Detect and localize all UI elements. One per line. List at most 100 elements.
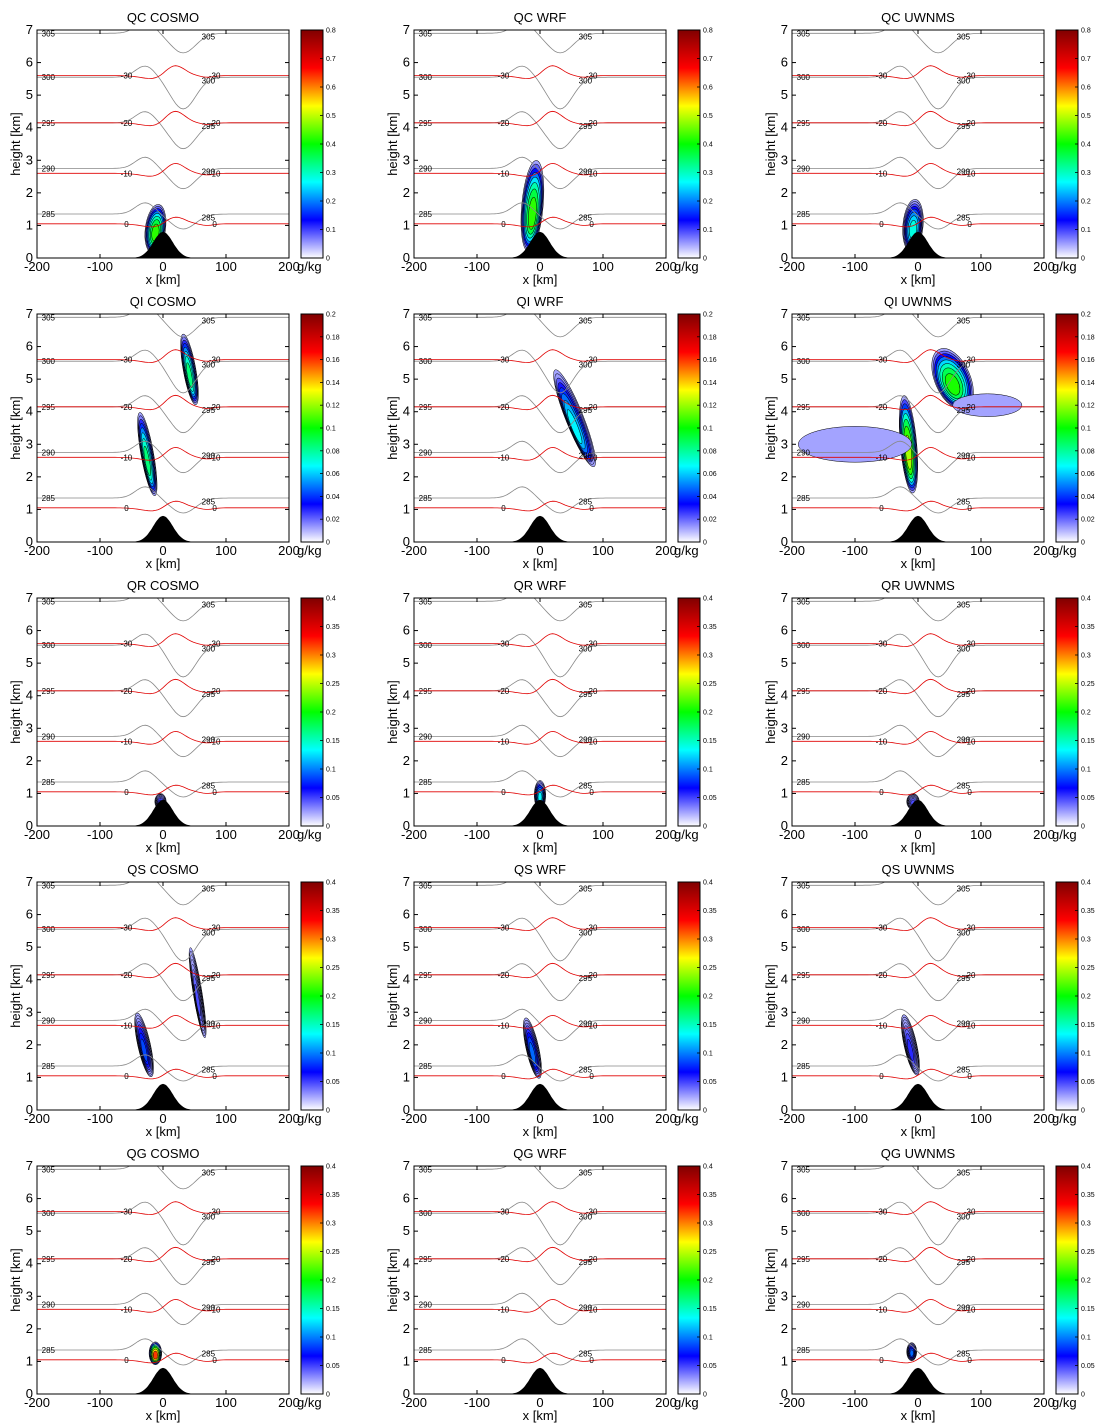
isotherm-label: -10: [121, 1021, 133, 1030]
panel-title-variable: QS: [882, 862, 901, 877]
temperature-isotherm: [792, 216, 1044, 228]
y-axis-label: height [km]: [385, 112, 400, 176]
y-tick-label: 0: [403, 250, 410, 265]
isentrope-label: 285: [42, 1346, 56, 1355]
y-tick-label: 7: [26, 874, 33, 889]
theta-isentrope: [414, 917, 666, 962]
isotherm-label: 0: [589, 220, 594, 229]
colorbar-unit: g/kg: [1052, 543, 1077, 558]
isentrope-label: 305: [957, 317, 971, 326]
panel-title: QR UWNMS: [881, 578, 955, 593]
colorbar-tick-label: 0: [1081, 1392, 1085, 1399]
isotherm-label: -10: [964, 737, 976, 746]
isentrope-label: 285: [579, 1349, 593, 1358]
isentrope-label: 300: [419, 357, 433, 366]
theta-isentrope: [414, 486, 666, 514]
isotherm-label: -10: [498, 453, 510, 462]
isotherm-label: -20: [498, 687, 510, 696]
colorbar-tick-label: 0.2: [703, 994, 713, 1001]
isentrope-label: 285: [579, 497, 593, 506]
panel-title: QC UWNMS: [881, 10, 955, 25]
theta-isentrope: [37, 349, 289, 394]
panel-title-variable: QR: [881, 578, 901, 593]
y-tick-label: 0: [26, 250, 33, 265]
isotherm-label: 0: [879, 1356, 884, 1365]
isotherm-label: -10: [876, 169, 888, 178]
panel-title-model: COSMO: [146, 862, 199, 877]
colorbar-tick-label: 0: [326, 1392, 330, 1399]
isotherm-label: -20: [498, 971, 510, 980]
isentrope-label: 305: [202, 33, 216, 42]
y-tick-label: 7: [26, 22, 33, 37]
isotherm-label: -30: [121, 1208, 133, 1217]
isotherm-label: -30: [586, 640, 598, 649]
theta-isentrope: [792, 440, 1044, 474]
colorbar-unit: g/kg: [297, 1111, 322, 1126]
colorbar-tick-label: 0.35: [703, 624, 717, 631]
panel-title-variable: QC: [127, 10, 147, 25]
x-tick-label: -100: [87, 1395, 113, 1410]
y-axis-label: height [km]: [385, 964, 400, 1028]
temperature-isotherm: [37, 349, 289, 363]
theta-isentrope: [37, 440, 289, 474]
y-axis-label: height [km]: [763, 1248, 778, 1312]
colorbar-tick-label: 0.1: [703, 227, 713, 234]
isentrope-label: 285: [202, 213, 216, 222]
x-tick-label: 200: [655, 1111, 677, 1126]
colorbar-tick-label: 0.08: [703, 448, 717, 455]
x-tick-label: -100: [464, 1395, 490, 1410]
panel-title-variable: QG: [127, 1146, 147, 1161]
isotherm-label: -30: [498, 924, 510, 933]
isentrope-label: 295: [42, 119, 56, 128]
x-tick-label: 100: [970, 259, 992, 274]
plot-area: 285 285 290 290 295 295 300 300 305 305 0 0 -10 -10 -2…: [37, 29, 289, 258]
y-tick-label: 5: [781, 87, 788, 102]
theta-isentrope: [414, 1247, 666, 1286]
x-tick-label: -200: [779, 1111, 805, 1126]
colorbar-tick-label: 0.4: [326, 596, 336, 603]
colorbar-tick-label: 0.2: [1081, 710, 1091, 717]
y-tick-label: 6: [26, 907, 33, 922]
isentrope-label: 295: [579, 690, 593, 699]
theta-isentrope: [37, 633, 289, 678]
y-tick-label: 2: [781, 185, 788, 200]
plot-area: 285 285 290 290 295 295 300 300 305 305 0 0 -10 -10 -2…: [37, 598, 289, 826]
colorbar-tick-label: 0.4: [703, 1164, 713, 1171]
isotherm-label: -10: [209, 737, 221, 746]
colorbar-unit: g/kg: [674, 1111, 699, 1126]
x-tick-label: 100: [970, 1111, 992, 1126]
colorbar-unit: g/kg: [297, 827, 322, 842]
theta-isentrope: [37, 202, 289, 230]
temperature-isotherm: [792, 394, 1044, 411]
x-axis-label: x [km]: [901, 272, 936, 287]
isotherm-label: 0: [501, 1072, 506, 1081]
y-tick-label: 6: [403, 55, 410, 70]
colorbar-tick-label: 0.12: [1081, 403, 1095, 410]
isotherm-label: -10: [876, 737, 888, 746]
temperature-isotherm: [414, 784, 666, 796]
colorbar-tick-label: 0.15: [326, 1022, 340, 1029]
theta-isentrope: [37, 963, 289, 1002]
isotherm-label: -30: [586, 1208, 598, 1217]
x-tick-label: -200: [401, 1111, 427, 1126]
isentrope-label: 305: [202, 317, 216, 326]
panel-title: QI COSMO: [130, 294, 196, 309]
panel-title-variable: QR: [514, 578, 534, 593]
colorbar-tick-label: 0.06: [326, 471, 340, 478]
colorbar: [1055, 597, 1079, 827]
panel-title-variable: QI: [884, 294, 898, 309]
theta-isentrope: [414, 882, 666, 906]
contour-level: [186, 362, 193, 388]
y-axis-label: height [km]: [385, 1248, 400, 1312]
isentrope-label: 305: [42, 29, 56, 38]
isentrope-label: 290: [957, 1304, 971, 1313]
mountain: [792, 515, 1044, 542]
colorbar-tick-label: 0.16: [703, 357, 717, 364]
x-tick-label: 100: [592, 543, 614, 558]
colorbar-tick-label: 0.6: [1081, 85, 1091, 92]
x-axis-label: x [km]: [523, 1408, 558, 1423]
isentrope-label: 285: [42, 1062, 56, 1071]
x-tick-label: -200: [24, 827, 50, 842]
